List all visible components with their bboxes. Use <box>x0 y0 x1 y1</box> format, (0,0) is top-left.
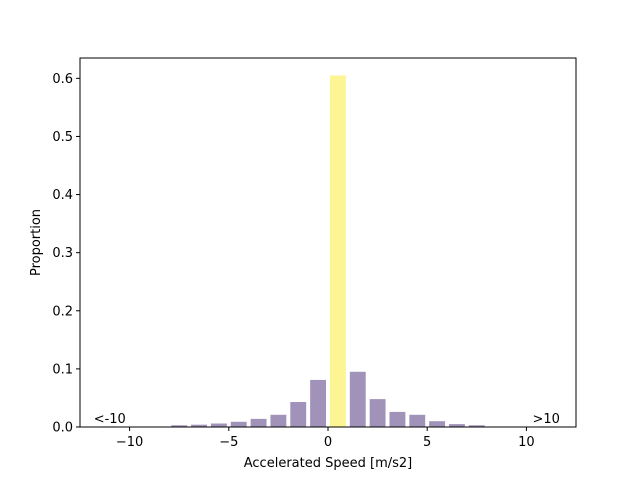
bar-7 <box>290 402 307 427</box>
bar-4 <box>230 421 247 427</box>
y-axis-label: Proportion <box>29 209 44 276</box>
bars <box>101 75 555 428</box>
bar-15 <box>449 424 465 427</box>
bar-9 <box>329 75 346 427</box>
y-axis-ticks: 0.0 0.1 0.2 0.3 0.4 0.5 0.6 <box>52 72 80 436</box>
bar-2 <box>191 424 207 427</box>
y-tick-label: 0.5 <box>52 130 73 145</box>
y-tick-label: 0.3 <box>52 246 73 261</box>
bar-11 <box>369 399 386 427</box>
annotation-label: >10 <box>533 412 560 427</box>
bar-16 <box>468 425 485 427</box>
y-tick-label: 0.1 <box>52 362 73 377</box>
bar-5 <box>250 418 267 427</box>
y-tick-label: 0.4 <box>52 188 73 203</box>
x-tick-label: −5 <box>219 435 238 450</box>
y-tick-label: 0.0 <box>52 421 73 436</box>
bar-3 <box>210 423 227 427</box>
x-tick-label: 10 <box>518 435 535 450</box>
x-tick-label: 0 <box>324 435 332 450</box>
annotations: <-10 >10 <box>94 412 560 427</box>
y-tick-label: 0.2 <box>52 304 73 319</box>
bar-6 <box>270 414 287 427</box>
bar-12 <box>389 411 406 427</box>
y-tick-label: 0.6 <box>52 72 73 87</box>
bar-8 <box>310 379 327 427</box>
x-tick-label: −10 <box>116 435 143 450</box>
bar-1 <box>171 425 188 427</box>
bar-14 <box>429 421 446 427</box>
bar-10 <box>349 371 366 427</box>
x-axis-label: Accelerated Speed [m/s2] <box>244 456 412 471</box>
bar-13 <box>409 414 426 427</box>
annotation-label: <-10 <box>94 412 126 427</box>
x-tick-label: 5 <box>423 435 431 450</box>
x-axis-ticks: −10 −5 0 5 10 <box>116 427 535 450</box>
